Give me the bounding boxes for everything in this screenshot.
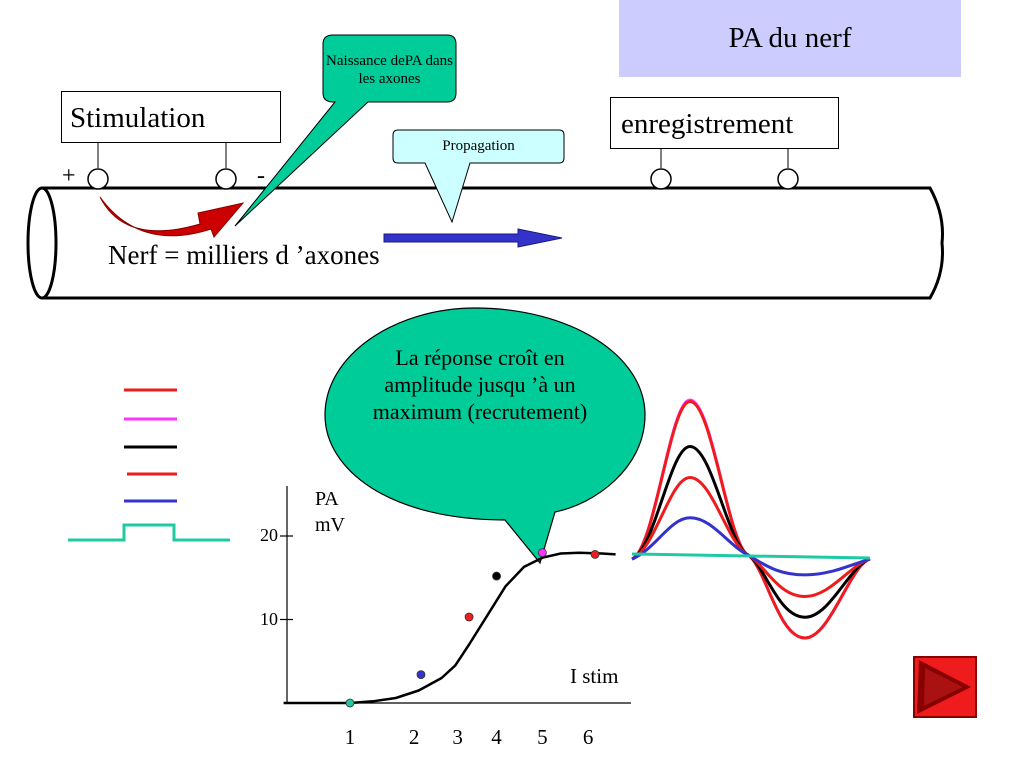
stim-electrode-minus (215, 168, 237, 190)
callout-birth-shape (234, 34, 457, 227)
x-tick-label: 5 (537, 725, 548, 749)
y-tick-label: 20 (260, 525, 278, 545)
play-icon[interactable] (913, 656, 977, 718)
waveform (631, 475, 871, 599)
action-potential-waveforms (631, 398, 871, 640)
nerve-cylinder (42, 186, 944, 300)
waveform (631, 398, 871, 640)
nerve-cylinder-end (26, 186, 58, 300)
x-tick-label: 3 (452, 725, 463, 749)
recruitment-chart (280, 486, 631, 708)
x-axis-label: I stim (570, 664, 619, 688)
x-tick-label: 1 (344, 725, 356, 749)
y-axis-label: PA mV (315, 486, 355, 538)
waveform (631, 516, 871, 577)
bubble-text: La réponse croît en amplitude jusqu ’à u… (372, 345, 588, 424)
data-point (492, 571, 501, 581)
stimulus-legend (68, 388, 230, 542)
speech-bubble-shape (324, 307, 646, 565)
x-tick-label: 6 (582, 725, 594, 749)
callout-propagation-text: Propagation (442, 138, 515, 154)
waveform (631, 400, 871, 640)
stimulus-pulse (68, 523, 230, 542)
current-arrow (99, 196, 245, 238)
data-point (590, 549, 600, 559)
title-box (619, 0, 961, 77)
x-tick-label: 4 (491, 725, 502, 749)
data-point (416, 670, 426, 680)
data-point (537, 548, 547, 558)
propagation-arrow (383, 228, 563, 248)
callout-propagation-shape (392, 129, 565, 224)
rec-electrode-2 (777, 168, 799, 190)
data-point (345, 698, 355, 708)
y-axis-label-text: PA mV (315, 488, 345, 536)
stim-electrode-plus (87, 168, 109, 190)
stimulation-label: Stimulation (61, 91, 281, 143)
y-tick-label: 10 (260, 608, 278, 629)
data-point (464, 612, 474, 622)
rec-electrode-1 (650, 168, 672, 190)
nerve-label: Nerf = milliers d ’axones (108, 240, 380, 270)
recruitment-curve (283, 551, 616, 705)
next-slide-button[interactable] (913, 656, 977, 718)
plus-sign: + (62, 163, 76, 189)
waveform (631, 444, 871, 619)
minus-sign: - (257, 163, 265, 189)
recording-label: enregistrement (610, 97, 839, 149)
page-title: PA du nerf (728, 22, 852, 54)
callout-birth-text: Naissance dePA dans les axones (326, 53, 453, 87)
x-tick-label: 2 (408, 725, 420, 749)
waveform (631, 552, 871, 560)
